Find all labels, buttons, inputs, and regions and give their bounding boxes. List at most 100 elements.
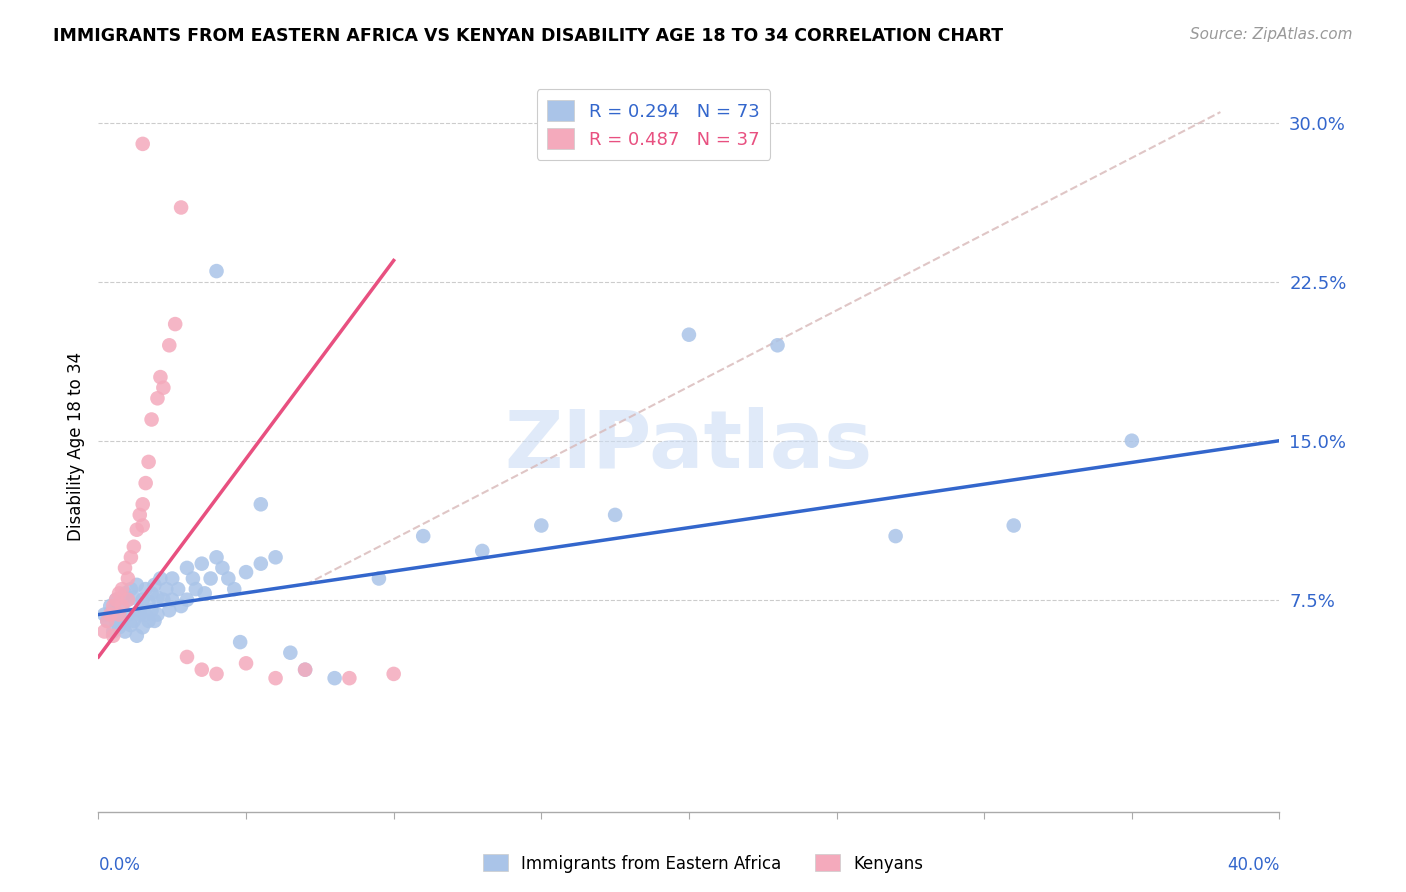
Point	[120, 550, 142, 565]
Point	[162, 572, 183, 586]
Point	[138, 455, 160, 469]
Point	[605, 508, 627, 522]
Point	[368, 572, 391, 586]
Point	[1121, 434, 1143, 448]
Point	[766, 338, 789, 352]
Point	[117, 572, 139, 586]
Point	[200, 572, 222, 586]
Point	[143, 578, 166, 592]
Point	[103, 599, 125, 613]
Point	[125, 523, 148, 537]
Point	[155, 582, 177, 596]
Point	[108, 607, 131, 622]
Point	[103, 629, 125, 643]
Text: IMMIGRANTS FROM EASTERN AFRICA VS KENYAN DISABILITY AGE 18 TO 34 CORRELATION CHA: IMMIGRANTS FROM EASTERN AFRICA VS KENYAN…	[53, 27, 1004, 45]
Point	[105, 592, 128, 607]
Text: ZIPatlas: ZIPatlas	[505, 407, 873, 485]
Point	[146, 591, 169, 605]
Point	[382, 667, 405, 681]
Point	[191, 557, 214, 571]
Point	[170, 599, 193, 613]
Point	[149, 572, 172, 586]
Point	[157, 338, 180, 352]
Point	[143, 614, 166, 628]
Point	[114, 561, 136, 575]
Point	[93, 624, 115, 639]
Point	[264, 550, 287, 565]
Point	[250, 497, 273, 511]
Point	[141, 412, 163, 426]
Point	[294, 663, 316, 677]
Point	[678, 327, 700, 342]
Point	[108, 607, 131, 622]
Point	[96, 614, 118, 628]
Point	[141, 586, 163, 600]
Point	[884, 529, 907, 543]
Point	[165, 317, 187, 331]
Point	[191, 663, 214, 677]
Point	[339, 671, 361, 685]
Point	[128, 607, 150, 622]
Point	[176, 649, 198, 664]
Point	[122, 540, 145, 554]
Point	[125, 578, 148, 592]
Point	[93, 607, 115, 622]
Point	[103, 603, 125, 617]
Point	[323, 671, 346, 685]
Legend: Immigrants from Eastern Africa, Kenyans: Immigrants from Eastern Africa, Kenyans	[477, 847, 929, 880]
Point	[170, 201, 193, 215]
Point	[111, 599, 134, 613]
Point	[224, 582, 246, 596]
Text: Source: ZipAtlas.com: Source: ZipAtlas.com	[1189, 27, 1353, 42]
Point	[117, 607, 139, 622]
Point	[117, 592, 139, 607]
Point	[146, 392, 169, 406]
Point	[128, 603, 150, 617]
Point	[96, 614, 118, 628]
Point	[103, 624, 125, 639]
Point	[98, 607, 121, 622]
Point	[280, 646, 302, 660]
Point	[111, 582, 134, 596]
Point	[135, 476, 157, 491]
Point	[125, 629, 148, 643]
Point	[132, 592, 155, 607]
Point	[120, 582, 142, 596]
Point	[114, 624, 136, 639]
Point	[530, 518, 553, 533]
Point	[141, 603, 163, 617]
Point	[181, 572, 204, 586]
Point	[471, 544, 494, 558]
Text: 0.0%: 0.0%	[98, 855, 141, 873]
Point	[128, 508, 150, 522]
Point	[135, 607, 157, 622]
Point	[235, 565, 257, 579]
Point	[157, 603, 180, 617]
Point	[132, 136, 155, 151]
Point	[105, 614, 128, 628]
Point	[294, 663, 316, 677]
Point	[205, 264, 228, 278]
Point	[167, 582, 190, 596]
Point	[98, 599, 121, 613]
Point	[114, 586, 136, 600]
Point	[138, 595, 160, 609]
Point	[264, 671, 287, 685]
Point	[412, 529, 434, 543]
Point	[132, 497, 155, 511]
Point	[205, 550, 228, 565]
Point	[138, 614, 160, 628]
Point	[146, 607, 169, 622]
Point	[132, 620, 155, 634]
Point	[149, 370, 172, 384]
Point	[152, 592, 174, 607]
Point	[108, 620, 131, 634]
Legend: R = 0.294   N = 73, R = 0.487   N = 37: R = 0.294 N = 73, R = 0.487 N = 37	[537, 89, 770, 160]
Y-axis label: Disability Age 18 to 34: Disability Age 18 to 34	[66, 351, 84, 541]
Point	[176, 592, 198, 607]
Point	[176, 561, 198, 575]
Point	[205, 667, 228, 681]
Point	[235, 657, 257, 671]
Point	[120, 618, 142, 632]
Point	[250, 557, 273, 571]
